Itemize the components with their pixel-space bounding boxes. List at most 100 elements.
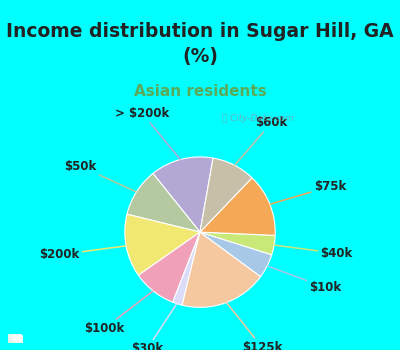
Bar — [13, 336, 20, 340]
Bar — [11, 338, 18, 342]
Bar — [10, 339, 16, 343]
Bar — [13, 339, 19, 343]
Bar — [11, 337, 17, 341]
Bar — [13, 339, 19, 343]
Bar — [13, 338, 19, 342]
Bar — [11, 336, 17, 340]
Bar — [10, 338, 16, 342]
Bar — [14, 337, 20, 341]
Bar — [12, 338, 18, 342]
Bar — [9, 336, 15, 340]
Bar — [13, 338, 19, 342]
Bar — [12, 335, 19, 340]
Bar — [14, 338, 20, 342]
Bar — [12, 336, 18, 340]
Bar — [13, 338, 20, 342]
Bar — [9, 339, 15, 343]
Bar — [11, 337, 17, 341]
Bar — [12, 339, 19, 343]
Bar — [8, 336, 15, 340]
Bar — [8, 338, 15, 342]
Bar — [14, 336, 20, 340]
Bar — [12, 337, 18, 342]
Bar — [12, 336, 19, 340]
Bar — [11, 337, 18, 341]
Bar — [12, 336, 18, 340]
Bar — [9, 337, 16, 341]
Bar — [10, 337, 17, 342]
Bar — [11, 336, 18, 341]
Bar — [9, 339, 16, 343]
Bar — [12, 339, 18, 343]
Bar — [9, 337, 16, 341]
Bar — [12, 335, 18, 340]
Bar — [14, 335, 20, 339]
Bar — [9, 336, 16, 340]
Wedge shape — [125, 214, 200, 275]
Bar — [8, 336, 14, 340]
Bar — [10, 339, 16, 343]
Bar — [9, 338, 16, 343]
Bar — [14, 336, 20, 340]
Bar — [12, 339, 19, 343]
Bar — [12, 339, 18, 343]
Bar — [9, 336, 16, 340]
Bar — [10, 336, 16, 340]
Bar — [9, 336, 15, 340]
Bar — [13, 338, 19, 342]
Bar — [13, 336, 20, 340]
Bar — [9, 338, 15, 342]
Bar — [12, 338, 18, 343]
Bar — [13, 335, 20, 340]
Bar — [10, 335, 17, 339]
Bar — [9, 336, 16, 340]
Bar — [9, 337, 16, 341]
Bar — [10, 338, 17, 342]
Bar — [9, 337, 16, 341]
Bar — [12, 339, 19, 343]
Bar — [12, 337, 19, 342]
Bar — [10, 338, 16, 342]
Bar — [12, 336, 18, 340]
Bar — [10, 336, 17, 340]
Bar — [10, 336, 16, 340]
Bar — [12, 338, 18, 342]
Bar — [14, 336, 20, 340]
Bar — [14, 339, 20, 343]
Bar — [13, 337, 20, 341]
Bar — [12, 338, 18, 342]
Bar — [13, 336, 20, 340]
Bar — [10, 338, 17, 343]
Bar — [8, 336, 15, 340]
Bar — [10, 337, 17, 341]
Bar — [10, 338, 16, 342]
Bar — [10, 336, 16, 340]
Bar — [10, 337, 16, 341]
Bar — [14, 336, 20, 340]
Bar — [12, 337, 19, 341]
Bar — [8, 338, 15, 342]
Bar — [11, 338, 18, 342]
Bar — [9, 337, 15, 341]
Bar — [14, 338, 20, 342]
Bar — [9, 337, 16, 341]
Bar — [10, 338, 17, 342]
Bar — [12, 337, 18, 341]
Bar — [10, 339, 16, 343]
Bar — [8, 339, 14, 343]
Bar — [12, 337, 19, 341]
Bar — [11, 335, 17, 340]
Bar — [13, 335, 20, 339]
Bar — [12, 337, 18, 341]
Bar — [8, 337, 15, 341]
Bar — [9, 336, 15, 340]
Bar — [11, 336, 18, 340]
Bar — [9, 336, 15, 340]
Bar — [12, 336, 18, 341]
Bar — [8, 336, 15, 341]
Bar — [10, 336, 17, 340]
Bar — [12, 336, 18, 340]
Bar — [8, 337, 15, 341]
Bar — [14, 335, 20, 340]
Bar — [14, 339, 20, 343]
